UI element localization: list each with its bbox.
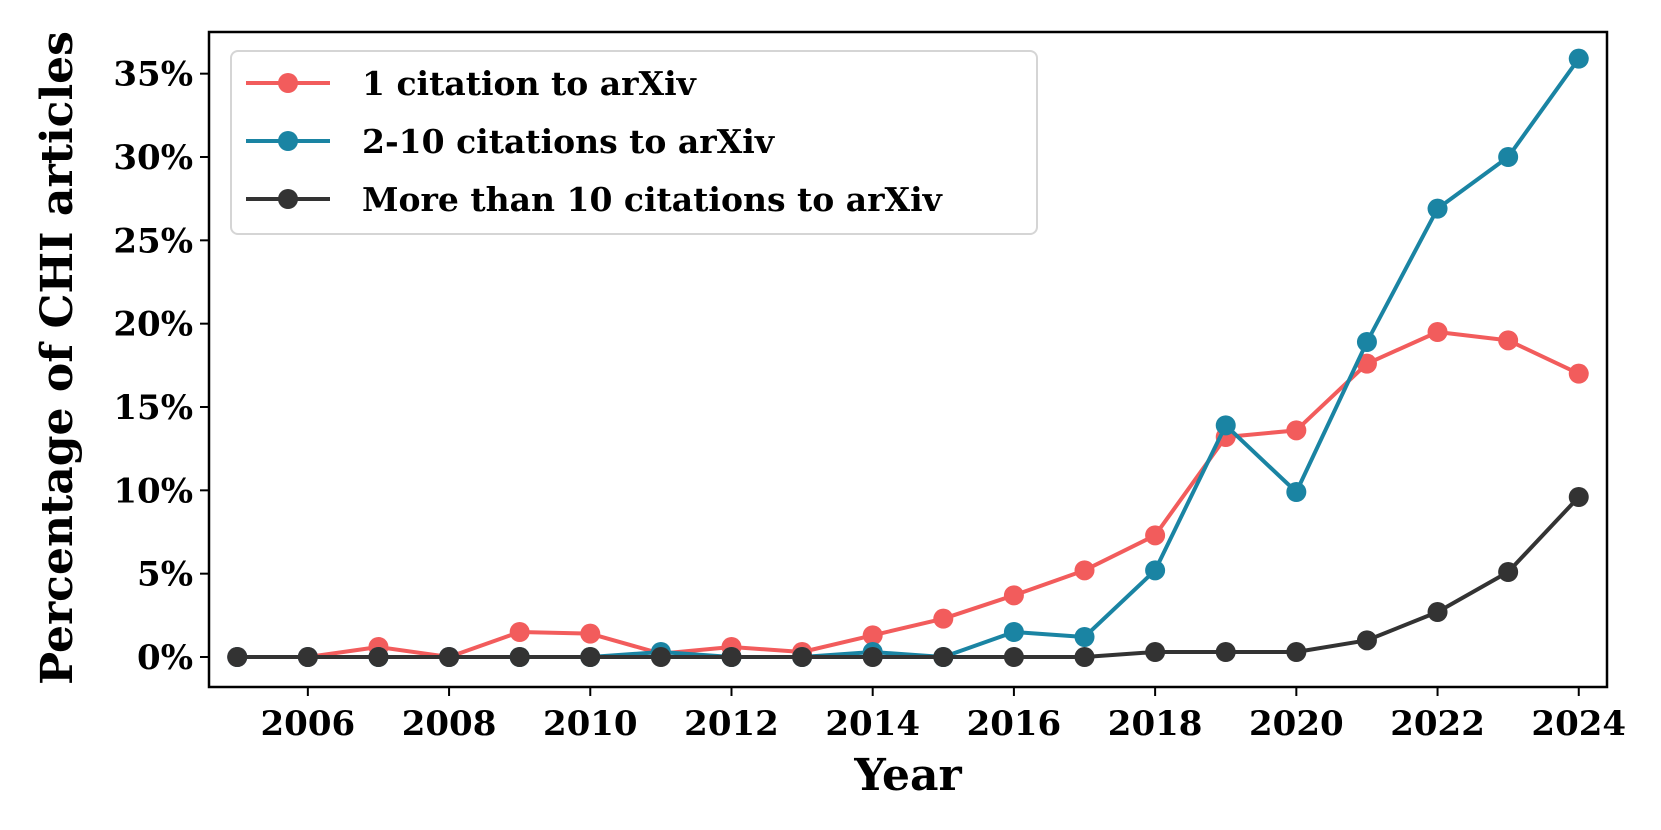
legend-label: 2-10 citations to arXiv — [362, 122, 775, 161]
x-tick-label: 2006 — [261, 704, 356, 744]
data-point — [1427, 322, 1448, 342]
x-tick-label: 2018 — [1108, 704, 1203, 744]
y-axis-title: Percentage of CHI articles — [32, 31, 83, 685]
data-point — [580, 623, 601, 644]
legend-marker — [278, 131, 298, 151]
data-point — [509, 622, 530, 642]
x-tick-label: 2016 — [967, 704, 1062, 744]
data-point — [297, 647, 318, 667]
y-tick-label: 5% — [137, 555, 193, 595]
x-axis: 2006 2008 2010 2012 2014 2016 2018 2020 2022 2024 — [261, 687, 1626, 744]
data-point — [1498, 562, 1519, 582]
data-point — [933, 647, 954, 667]
legend-label: 1 citation to arXiv — [362, 64, 697, 103]
data-point — [1356, 332, 1377, 352]
data-point — [650, 647, 671, 667]
data-point — [1286, 420, 1307, 441]
data-point — [1356, 353, 1377, 374]
x-axis-title: Year — [853, 750, 962, 801]
data-point — [1286, 642, 1307, 662]
data-point — [1145, 525, 1166, 546]
x-tick-label: 2012 — [684, 704, 779, 744]
data-point — [1215, 415, 1236, 436]
data-point — [1427, 198, 1448, 219]
series-line — [235, 495, 1581, 659]
data-point — [1145, 560, 1166, 581]
y-tick-label: 25% — [113, 221, 193, 261]
x-tick-label: 2014 — [825, 704, 920, 744]
data-point — [227, 647, 248, 667]
legend-box — [230, 50, 1038, 235]
data-point — [439, 647, 460, 667]
data-point — [1003, 622, 1024, 642]
data-point — [1498, 330, 1519, 351]
x-tick-label: 2024 — [1531, 704, 1626, 744]
data-point — [1145, 642, 1166, 662]
x-tick-label: 2022 — [1390, 704, 1485, 744]
data-point — [1356, 630, 1377, 651]
series-line — [235, 330, 1581, 659]
y-tick-label: 20% — [113, 305, 193, 345]
data-point — [509, 647, 530, 667]
y-tick-label: 30% — [113, 138, 193, 178]
data-point — [1074, 627, 1095, 647]
data-point — [721, 647, 742, 667]
x-tick-label: 2008 — [402, 704, 497, 744]
data-point — [1498, 147, 1519, 167]
y-axis: 0% 5% 10% 15% 20% 25% 30% 35% — [113, 55, 209, 678]
data-point — [933, 608, 954, 629]
legend: 1 citation to arXiv 2-10 citations to arX… — [230, 50, 1038, 235]
data-point — [1003, 647, 1024, 667]
y-tick-label: 15% — [113, 388, 193, 428]
legend-item-2: 2-10 citations to arXiv — [246, 122, 775, 161]
data-point — [862, 647, 883, 667]
data-point — [792, 647, 813, 667]
y-tick-label: 35% — [113, 55, 193, 95]
legend-label: More than 10 citations to arXiv — [362, 180, 943, 219]
legend-item-3: More than 10 citations to arXiv — [246, 180, 943, 219]
data-point — [1074, 560, 1095, 581]
data-point — [862, 625, 883, 646]
data-point — [1074, 647, 1095, 667]
data-point — [580, 647, 601, 667]
x-tick-label: 2020 — [1249, 704, 1344, 744]
y-tick-label: 10% — [113, 471, 193, 511]
data-point — [1568, 487, 1589, 507]
series-layer — [227, 48, 1589, 667]
legend-marker — [278, 73, 298, 93]
data-point — [1568, 363, 1589, 384]
data-point — [1568, 48, 1589, 69]
series-3 — [227, 487, 1589, 667]
data-point — [1286, 482, 1307, 502]
legend-marker — [278, 189, 298, 209]
data-point — [1003, 585, 1024, 606]
data-point — [1427, 602, 1448, 622]
legend-item-1: 1 citation to arXiv — [246, 64, 697, 103]
y-tick-label: 0% — [137, 638, 193, 678]
x-tick-label: 2010 — [543, 704, 638, 744]
data-point — [368, 647, 389, 667]
data-point — [1215, 642, 1236, 662]
